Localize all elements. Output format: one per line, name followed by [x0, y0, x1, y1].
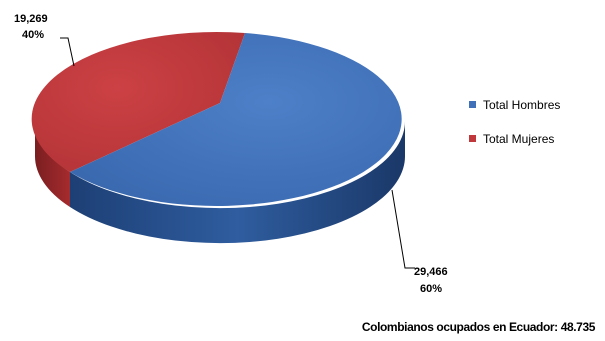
chart-footer-note: Colombianos ocupados en Ecuador: 48.735	[362, 320, 596, 334]
data-label-mujeres-percent: 40%	[22, 29, 44, 41]
legend-label-hombres: Total Hombres	[483, 98, 560, 112]
legend-label-mujeres: Total Mujeres	[483, 132, 554, 146]
pie-slices	[31, 31, 406, 244]
data-label-mujeres-value: 19,269	[14, 13, 48, 25]
slice-mujeres-top	[31, 31, 246, 173]
slice-hombres-side	[70, 120, 406, 244]
leader-line-mujeres	[60, 37, 75, 67]
data-label-hombres-value: 29,466	[414, 266, 448, 278]
legend-swatch-hombres	[469, 101, 476, 108]
legend-swatch-mujeres	[469, 135, 476, 142]
data-label-hombres-percent: 60%	[420, 283, 442, 295]
slice-hombres-top	[70, 33, 402, 206]
leader-line-hombres	[391, 189, 415, 269]
slice-mujeres-side	[34, 120, 70, 207]
legend: Total Hombres Total Mujeres	[469, 98, 560, 146]
